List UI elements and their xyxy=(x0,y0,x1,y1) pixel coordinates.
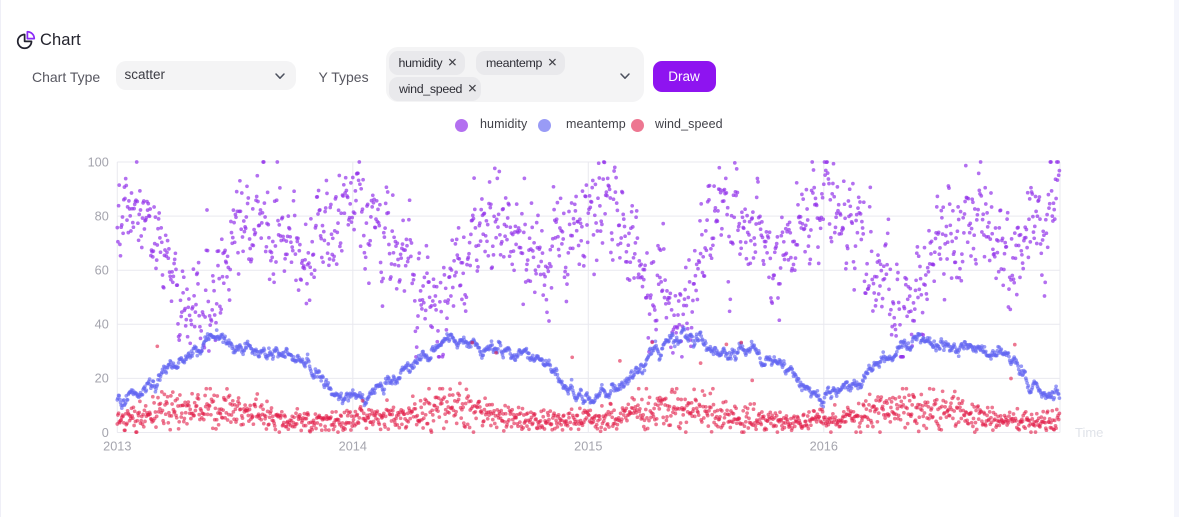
svg-text:Time: Time xyxy=(1075,425,1103,440)
svg-text:20: 20 xyxy=(95,372,109,386)
svg-text:2013: 2013 xyxy=(103,440,131,454)
svg-text:2014: 2014 xyxy=(339,440,367,454)
svg-text:2015: 2015 xyxy=(574,440,602,454)
svg-text:100: 100 xyxy=(88,155,109,169)
svg-text:0: 0 xyxy=(102,426,109,440)
svg-text:60: 60 xyxy=(95,264,109,278)
svg-text:40: 40 xyxy=(95,318,109,332)
svg-text:80: 80 xyxy=(95,209,109,223)
svg-text:2016: 2016 xyxy=(810,440,838,454)
